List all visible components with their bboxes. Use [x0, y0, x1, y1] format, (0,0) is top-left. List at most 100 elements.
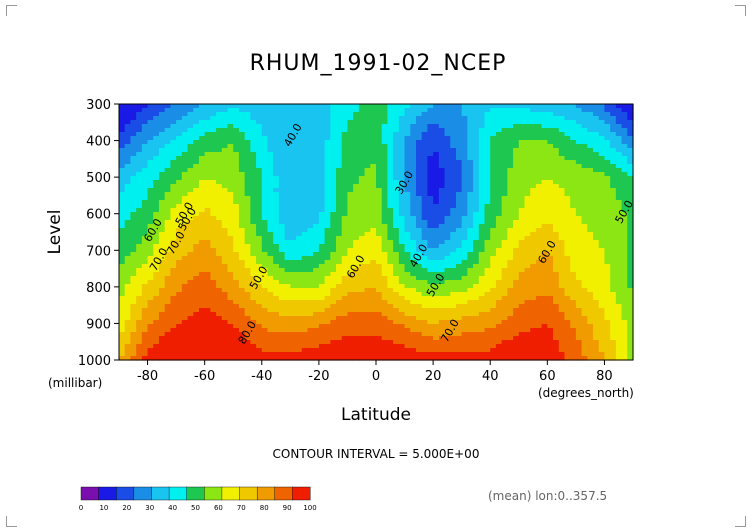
contour-cell [513, 292, 520, 297]
contour-cell [364, 248, 371, 253]
contour-cell [461, 296, 468, 301]
contour-cell [296, 248, 303, 253]
contour-cell [193, 216, 200, 221]
contour-cell [484, 276, 491, 281]
contour-cell [216, 244, 223, 249]
contour-cell [598, 164, 606, 169]
contour-cell [267, 196, 274, 201]
contour-cell [604, 204, 611, 209]
contour-cell [587, 308, 594, 313]
contour-cell [336, 116, 343, 121]
contour-cell [216, 160, 223, 165]
contour-cell [547, 280, 554, 285]
contour-cell [336, 308, 343, 313]
contour-cell [444, 140, 451, 145]
contour-cell [193, 168, 200, 173]
contour-cell [313, 280, 320, 285]
contour-cell [147, 216, 154, 221]
contour-cell [610, 244, 617, 249]
contour-cell [575, 144, 583, 149]
contour-cell [124, 292, 132, 297]
contour-cell [484, 272, 491, 277]
contour-cell [564, 172, 571, 177]
contour-cell [278, 160, 286, 165]
contour-cell [187, 112, 194, 117]
contour-cell [535, 316, 543, 321]
contour-cell [153, 300, 160, 305]
contour-cell [147, 220, 154, 225]
contour-cell [324, 252, 331, 257]
contour-cell [296, 120, 303, 125]
contour-cell [438, 300, 446, 305]
contour-cell [364, 236, 371, 241]
contour-cell [330, 284, 337, 289]
contour-cell [318, 312, 326, 317]
contour-cell [455, 284, 463, 289]
contour-cell [610, 240, 617, 245]
contour-cell [398, 240, 406, 245]
contour-cell [490, 292, 497, 297]
contour-cell [307, 164, 314, 169]
contour-cell [170, 184, 177, 189]
contour-cell [330, 244, 337, 249]
contour-cell [347, 192, 354, 197]
contour-cell [153, 168, 160, 173]
contour-cell [193, 204, 200, 209]
contour-cell [318, 300, 326, 305]
contour-cell [393, 288, 400, 293]
contour-cell [336, 136, 343, 141]
contour-cell [318, 120, 326, 125]
contour-cell [273, 152, 280, 157]
contour-cell [564, 284, 571, 289]
contour-cell [238, 108, 246, 113]
contour-cell [421, 200, 428, 205]
contour-cell [278, 124, 286, 129]
contour-cell [553, 264, 560, 269]
contour-cell [147, 212, 154, 217]
contour-cell [296, 216, 303, 221]
contour-cell [256, 320, 263, 325]
contour-cell [507, 284, 514, 289]
contour-cell [170, 300, 177, 305]
contour-cell [170, 192, 177, 197]
contour-cell [393, 252, 400, 257]
contour-cell [427, 216, 434, 221]
contour-cell [501, 160, 508, 165]
contour-cell [370, 156, 377, 161]
contour-cell [153, 188, 160, 193]
contour-cell [615, 128, 623, 133]
contour-cell [415, 288, 423, 293]
contour-cell [393, 316, 400, 321]
contour-cell [490, 116, 497, 121]
contour-cell [130, 320, 137, 325]
contour-cell [193, 192, 200, 197]
contour-cell [341, 132, 349, 137]
contour-cell [170, 276, 177, 281]
contour-cell [296, 116, 303, 121]
contour-cell [610, 108, 617, 113]
contour-cell [119, 312, 126, 317]
contour-cell [535, 148, 543, 153]
contour-cell [147, 120, 154, 125]
contour-cell [501, 272, 508, 277]
contour-cell [136, 300, 143, 305]
contour-cell [484, 220, 491, 225]
contour-cell [221, 248, 229, 253]
contour-cell [187, 144, 194, 149]
contour-cell [307, 280, 314, 285]
contour-cell [136, 316, 143, 321]
contour-cell [119, 256, 126, 261]
contour-cell [256, 120, 263, 125]
contour-cell [370, 204, 377, 209]
contour-cell [444, 268, 451, 273]
contour-cell [507, 300, 514, 305]
contour-cell [130, 208, 137, 213]
contour-cell [387, 128, 394, 133]
contour-cell [158, 240, 166, 245]
contour-cell [455, 168, 463, 173]
contour-cell [261, 252, 269, 257]
contour-cell [610, 224, 617, 229]
contour-cell [495, 148, 503, 153]
contour-cell [598, 140, 606, 145]
contour-cell [273, 296, 280, 301]
